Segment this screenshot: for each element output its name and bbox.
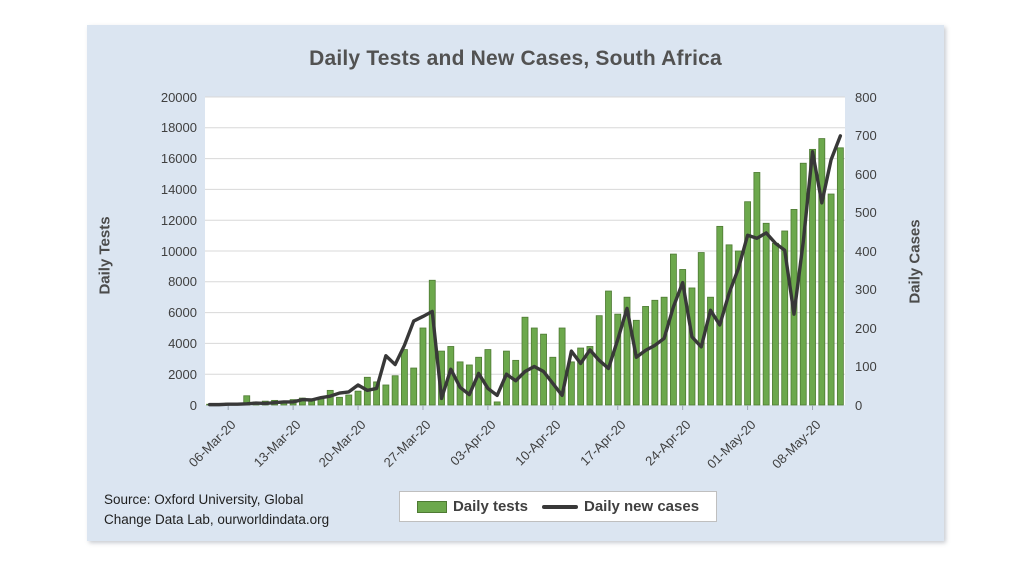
y-right-tick-label: 800 [855,89,877,105]
y-right-tick-label: 700 [855,128,877,143]
daily-tests-bar [493,401,501,406]
x-tick-label: 17-Apr-20 [576,417,629,469]
daily-tests-bar [697,252,705,406]
daily-tests-bar [781,230,789,406]
x-tick-label: 10-Apr-20 [511,417,564,469]
daily-tests-bar [465,364,473,406]
daily-tests-bar [660,296,668,406]
y-left-tick-label: 12000 [160,212,197,228]
legend: Daily tests Daily new cases [399,491,717,522]
y-right-tick-label: 300 [855,282,877,297]
daily-tests-bar [642,306,649,406]
source-line-1: Source: Oxford University, Global [104,492,304,507]
daily-tests-bar [623,296,631,406]
source-note: Source: Oxford University, Global Change… [104,490,329,529]
daily-tests-bar [586,346,594,406]
y-right-tick-label: 0 [855,397,863,413]
daily-tests-bar [762,222,770,406]
source-line-2: Change Data Lab, ourworldindata.org [104,511,330,527]
daily-tests-bar [354,390,362,406]
y-left-tick-label: 16000 [160,151,197,167]
daily-tests-bar [651,299,659,406]
daily-tests-bar [688,287,696,406]
y-left-tick-label: 6000 [168,305,197,321]
daily-tests-bar [753,172,761,406]
daily-tests-bar [410,367,418,406]
daily-tests-bar [772,242,779,406]
legend-item-daily-new-cases: Daily new cases [541,498,700,515]
x-tick-label: 01-May-20 [703,417,759,472]
x-tick-label: 03-Apr-20 [447,417,499,469]
y-left-tick-label: 4000 [168,335,197,351]
daily-new-cases-line-icon [541,504,578,509]
daily-tests-bar [512,359,520,406]
x-tick-label: 08-May-20 [768,417,824,472]
daily-tests-bar [836,147,844,406]
daily-tests-bar [818,138,826,406]
daily-tests-bar [632,319,640,406]
daily-tests-bar [484,349,492,406]
daily-tests-bar [391,375,399,406]
daily-tests-bar [373,381,380,406]
daily-tests-bar [567,361,575,406]
daily-tests-bar [419,327,427,406]
daily-tests-bar [670,253,677,406]
y-axis-left-title: Daily Tests [96,216,114,295]
y-right-tick-label: 400 [855,243,877,259]
legend-label-daily-tests: Daily tests [452,498,528,515]
chart-plot [205,96,845,410]
chart-card: Daily Tests and New Cases, South Africa … [87,25,944,541]
daily-tests-bar [558,327,566,406]
daily-tests-bar [734,250,742,406]
daily-tests-bar [827,193,835,406]
x-tick-label: 24-Apr-20 [641,417,694,469]
daily-new-cases-line [207,134,843,407]
daily-tests-bar [725,244,733,406]
y-left-tick-label: 8000 [168,274,197,290]
daily-tests-bar [345,394,353,406]
y-right-tick-label: 200 [855,320,877,336]
y-right-tick-label: 500 [855,205,877,220]
y-left-tick-label: 18000 [160,120,197,136]
daily-tests-bar [401,349,408,406]
legend-item-daily-tests: Daily tests [416,498,528,515]
daily-tests-bar [707,296,714,406]
daily-tests-bar [521,316,529,406]
chart-title: Daily Tests and New Cases, South Africa [309,47,722,70]
x-tick-label: 20-Mar-20 [315,417,369,471]
y-left-tick-label: 20000 [160,89,197,105]
daily-tests-bar [605,290,612,406]
y-left-tick-label: 14000 [160,181,197,197]
daily-tests-bar [336,396,343,406]
y-right-tick-label: 100 [855,359,877,374]
y-left-tick-label: 2000 [168,366,197,382]
y-left-tick-label: 10000 [160,243,197,259]
daily-tests-bar [799,162,807,406]
daily-tests-bar [382,384,390,406]
daily-tests-swatch-icon [416,500,447,513]
x-tick-label: 06-Mar-20 [185,417,239,471]
legend-label-daily-new-cases: Daily new cases [583,498,700,515]
y-axis-right-title: Daily Cases [906,219,924,304]
x-tick-label: 27-Mar-20 [380,417,434,471]
y-left-tick-label: 0 [189,397,197,413]
daily-tests-bar [744,201,752,406]
y-right-tick-label: 600 [855,166,877,182]
x-tick-label: 13-Mar-20 [250,417,304,471]
daily-tests-bar [577,347,585,406]
